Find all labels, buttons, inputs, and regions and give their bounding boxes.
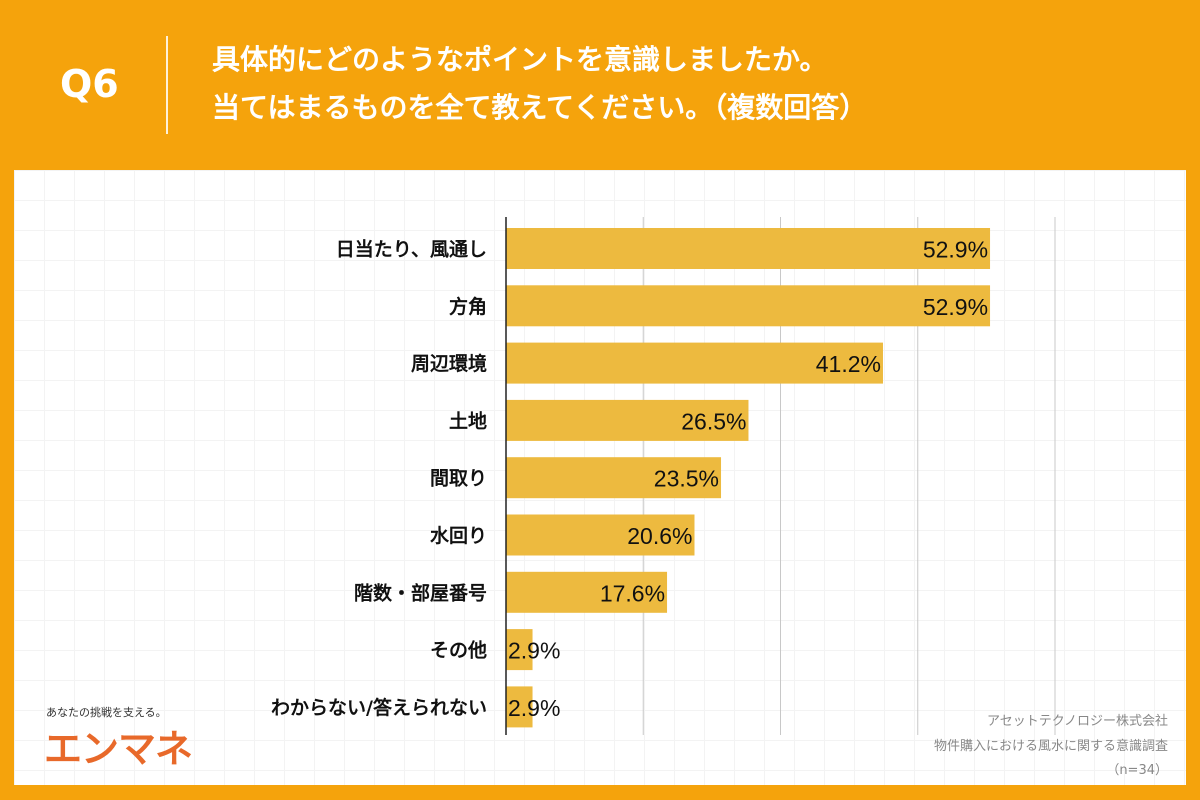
bar [506, 285, 991, 327]
bar [506, 228, 991, 269]
bar [506, 629, 533, 671]
sample-size: （n=34） [1106, 763, 1168, 778]
data-label: 2.9% [508, 695, 560, 721]
question-number: Q6 [60, 62, 119, 106]
source-survey: 物件購入における風水に関する意識調査 [933, 739, 1168, 754]
bar [506, 342, 883, 384]
category-label: 日当たり、風通し [336, 238, 487, 261]
bar [506, 686, 533, 728]
tagline: あなたの挑戦を支える。 [46, 706, 167, 719]
data-label: 2.9% [508, 638, 560, 664]
bar [506, 457, 722, 499]
category-label: わからない/答えられない [271, 696, 487, 719]
data-label: 41.2% [816, 351, 881, 377]
category-label: 階数・部屋番号 [354, 581, 487, 604]
question-title: 具体的にどのようなポイントを意識しましたか。 当てはまるものを全て教えてください… [212, 36, 867, 132]
category-label: 水回り [430, 525, 487, 547]
category-label: 周辺環境 [411, 352, 487, 375]
title-line-2: 当てはまるものを全て教えてください。（複数回答） [212, 91, 868, 124]
data-label: 17.6% [600, 580, 665, 606]
bar [506, 571, 668, 613]
data-label: 52.9% [923, 237, 988, 263]
logo: エンマネ [44, 727, 193, 771]
bar [506, 514, 695, 556]
category-label: 間取り [430, 468, 487, 490]
data-label: 26.5% [681, 408, 746, 434]
category-label: その他 [430, 639, 487, 662]
bar [506, 399, 749, 441]
data-label: 52.9% [923, 294, 988, 320]
category-label: 方角 [449, 295, 487, 318]
category-label: 土地 [449, 409, 487, 432]
title-line-1: 具体的にどのようなポイントを意識しましたか。 [212, 43, 828, 76]
source-company: アセットテクノロジー株式会社 [987, 714, 1168, 729]
header-divider [166, 36, 168, 134]
data-label: 23.5% [654, 466, 719, 492]
data-label: 20.6% [627, 523, 692, 549]
